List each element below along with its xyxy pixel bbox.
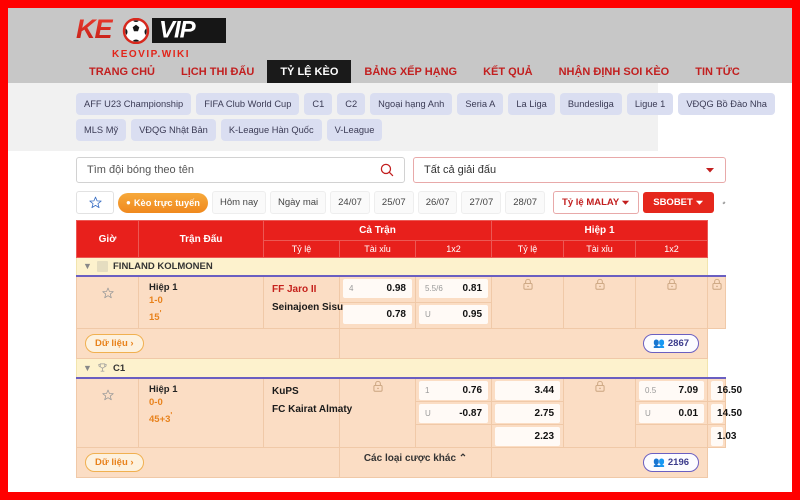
svg-text:VIP: VIP — [159, 18, 197, 44]
svg-text:KE: KE — [76, 18, 113, 44]
